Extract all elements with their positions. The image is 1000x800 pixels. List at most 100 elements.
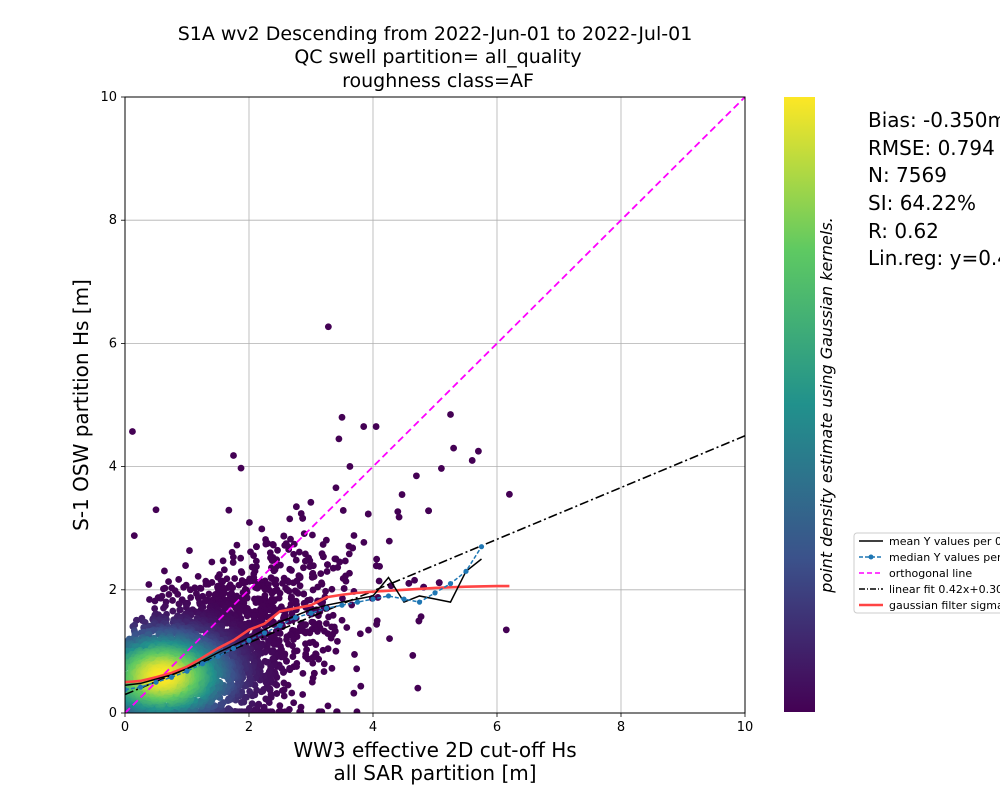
density-point [293,601,300,608]
density-point [217,701,225,708]
density-point [151,597,159,605]
density-point [299,514,307,522]
legend-label-median: median Y values per 0.25m bins [889,551,1000,564]
density-point [287,594,295,602]
density-point [415,617,423,625]
median-point [416,599,423,605]
density-point [328,585,336,593]
density-point [194,572,202,580]
x-tick-label: 8 [617,720,625,735]
density-point [290,699,298,707]
density-point [339,594,346,602]
outlier-point [450,444,457,452]
density-point [246,688,254,695]
stat-n: N: 7569 [868,163,947,187]
median-point [401,596,407,602]
density-point [395,513,403,521]
density-point [386,635,393,643]
density-point [323,568,331,575]
density-point [270,541,277,549]
density-point [250,552,257,559]
density-point [268,557,276,565]
x-axis-label-line-2: all SAR partition [m] [333,761,536,785]
density-point [322,620,330,627]
density-point [231,575,239,582]
density-point [307,498,315,506]
density-point [292,556,300,564]
density-point [372,562,380,570]
legend-label-gaussian: gaussian filter sigma [889,599,1000,612]
median-point [432,590,438,596]
density-point [365,626,372,634]
density-point [398,491,406,498]
median-point [463,568,469,574]
stat-linreg: Lin.reg: y=0.42x+0.30 [868,246,1000,270]
density-point [288,567,295,574]
density-point [300,590,308,598]
density-point [315,708,323,713]
density-point [319,646,327,654]
legend-item-orthogonal: orthogonal line [859,567,972,580]
density-point [375,577,383,585]
density-point [345,550,353,558]
legend-label-orthogonal: orthogonal line [889,567,972,580]
density-point [165,578,172,586]
statistics-panel: Bias: -0.350m RMSE: 0.794 N: 7569 SI: 64… [868,108,1000,270]
density-point [151,605,159,612]
median-point [261,630,268,636]
x-tick-label: 6 [493,720,501,735]
median-line [125,546,483,691]
outlier-point [475,447,482,455]
density-point [302,640,309,648]
density-point [169,607,177,615]
density-point [340,585,348,592]
density-point [255,700,263,708]
density-point [342,577,350,585]
density-point [275,708,283,713]
chart-title-line-2: QC swell partition= all_quality [294,46,581,68]
density-point [197,585,205,592]
density-point [299,691,307,698]
density-point [253,543,260,551]
density-point [145,581,153,588]
density-point [285,587,293,595]
outlier-point [130,532,138,539]
density-point [219,557,227,565]
outlier-point [338,413,346,421]
density-point [249,612,257,620]
outlier-point [502,626,510,634]
density-point [248,700,256,708]
density-point [270,567,278,575]
colorbar-label: point density estimate using Gaussian ke… [817,217,836,593]
density-point [187,586,194,594]
density-point [300,530,308,537]
density-point [309,659,317,667]
density-point [287,535,294,543]
density-point [306,563,314,570]
density-point [229,559,237,566]
density-point [331,555,339,563]
density-point [260,703,268,711]
density-point [332,647,340,655]
density-point [328,664,336,672]
legend-box [853,532,1000,614]
density-point [285,640,292,648]
density-point [290,550,298,558]
density-point [175,576,183,583]
outlier-point [129,428,136,435]
density-point [197,626,205,634]
density-point [288,689,296,697]
density-point [182,562,189,569]
density-point [269,655,277,663]
legend-item-mean: mean Y values per 0.25m bins [859,535,1000,548]
density-point [320,668,328,675]
density-point [233,541,241,549]
density-point [241,693,248,701]
median-point [137,684,144,690]
density-point [346,463,354,470]
median-point [354,599,361,605]
median-point [125,686,128,693]
density-point [225,705,232,713]
density-point [308,573,316,581]
median-point [246,637,252,643]
